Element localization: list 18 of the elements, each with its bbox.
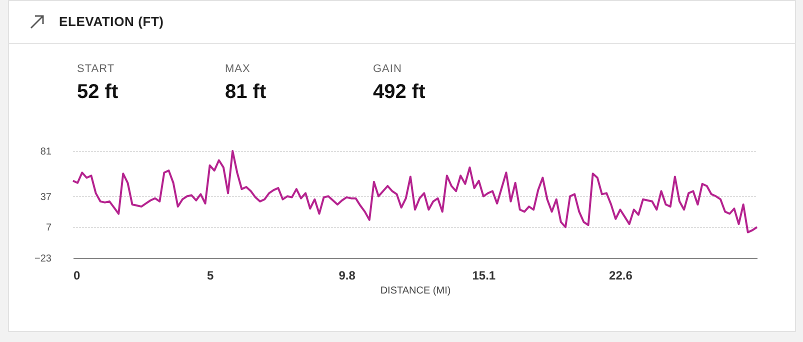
y-tick-label: −23 [34,254,52,264]
x-tick-label: 5 [206,268,214,282]
text: 52 ft [77,81,118,104]
text: MAX [225,63,252,75]
x-tick-label: 9.8 [338,268,356,282]
y-tick-label: 7 [46,222,52,234]
y-tick-label: 37 [40,192,52,203]
text: 492 ft [373,81,426,104]
x-tick-label: 22.6 [609,268,633,282]
line-series [72,150,758,234]
chart-title: ELEVATION (FT) [59,14,164,29]
y-tick-label: 81 [40,146,52,158]
x-tick-label: 15.1 [472,268,496,282]
x-axis-title: DISTANCE (MI) [380,286,451,296]
x-tick-label: 0 [74,268,80,282]
text: 81 ft [225,81,266,104]
text: START [77,63,116,75]
text: GAIN [373,63,403,75]
